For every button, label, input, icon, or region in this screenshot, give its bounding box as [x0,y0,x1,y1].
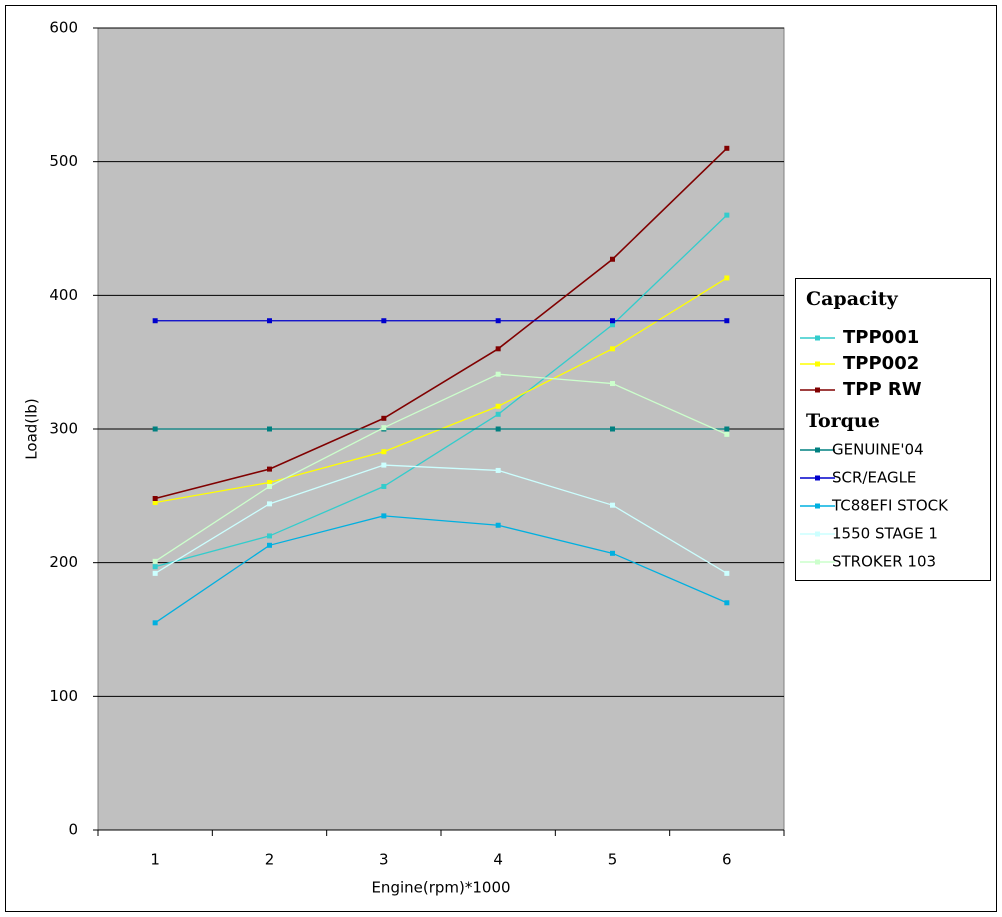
data-point [610,322,615,328]
data-point [267,501,272,507]
legend-marker [815,559,820,565]
legend-marker [815,475,820,481]
data-point [610,426,615,432]
legend-marker [815,335,820,341]
x-tick-label: 6 [722,851,732,869]
data-point [724,426,730,432]
y-tick-label: 500 [49,152,78,170]
y-tick-label: 400 [49,286,78,304]
legend [795,278,991,581]
legend-label: STROKER 103 [832,553,936,571]
legend-label: TC88EFI STOCK [831,497,949,515]
data-point [267,479,272,485]
data-point [267,542,272,548]
data-point [267,466,272,472]
data-point [152,318,158,324]
series-line [154,147,728,500]
legend-marker [815,531,820,537]
legend-label: GENUINE'04 [832,441,924,459]
data-point [610,381,615,387]
data-point [724,212,730,218]
data-point [381,425,387,431]
legend-group-title: Capacity [806,288,899,310]
legend-marker [815,361,820,367]
data-point [381,483,387,489]
data-point [267,483,272,489]
data-point [152,564,158,570]
legend-group-title: Torque [806,410,880,432]
data-point [152,426,158,432]
legend-marker [815,503,820,509]
data-point [724,600,730,606]
series-line [154,373,728,562]
data-point [610,502,615,508]
data-point [152,620,158,626]
data-point [724,275,730,281]
legend-label: SCR/EAGLE [832,469,916,487]
data-point [610,346,615,352]
legend-marker [815,387,820,393]
x-axis-title: Engine(rpm)*1000 [371,879,510,897]
data-point [724,570,730,576]
data-point [724,431,730,437]
x-tick-label: 5 [608,851,618,869]
legend-label: 1550 STAGE 1 [832,525,938,543]
y-tick-label: 600 [49,19,78,37]
data-point [381,462,387,468]
data-point [610,256,615,262]
data-point [381,318,387,324]
data-point [495,346,501,352]
data-point [381,449,387,455]
y-tick-label: 0 [68,821,78,839]
y-tick-label: 200 [49,553,78,571]
data-point [495,403,501,409]
data-point [724,318,730,324]
data-point [152,496,158,502]
y-tick-label: 300 [49,420,78,438]
series-line [154,515,728,624]
legend-label: TPP RW [843,379,922,400]
data-point [724,145,730,151]
data-point [381,415,387,421]
data-point [610,318,615,324]
data-point [152,500,158,506]
legend-marker [815,447,820,453]
data-point [267,533,272,539]
legend-label: TPP002 [843,353,919,374]
x-tick-label: 3 [379,851,389,869]
data-point [495,522,501,528]
data-point [267,426,272,432]
data-point [495,426,501,432]
data-point [495,467,501,473]
x-tick-label: 1 [150,851,160,869]
series-line [154,214,728,568]
legend-label: TPP001 [843,327,919,348]
y-tick-label: 100 [49,687,78,705]
data-point [152,558,158,564]
data-point [381,513,387,519]
y-axis-title: Load(lb) [23,398,41,459]
data-point [495,318,501,324]
x-tick-label: 4 [493,851,503,869]
data-point [495,411,501,417]
data-point [267,318,272,324]
data-point [495,371,501,377]
data-point [610,550,615,556]
series-line [154,464,728,574]
x-tick-label: 2 [265,851,275,869]
data-point [152,570,158,576]
